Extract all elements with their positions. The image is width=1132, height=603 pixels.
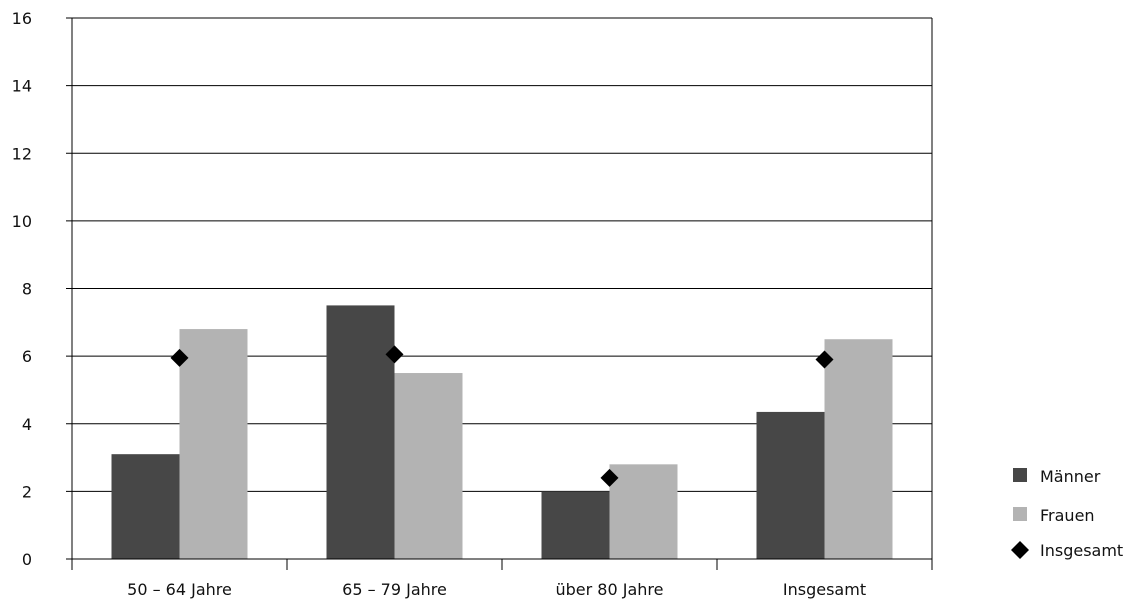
bar-maenner bbox=[756, 411, 825, 559]
x-tick-label: über 80 Jahre bbox=[556, 580, 664, 599]
bars bbox=[111, 305, 893, 559]
y-tick-label: 10 bbox=[12, 212, 32, 231]
bar-frauen bbox=[609, 464, 678, 559]
marker-insgesamt bbox=[385, 345, 404, 364]
y-tick-label: 14 bbox=[12, 77, 32, 96]
legend-swatch-frauen bbox=[1013, 507, 1027, 521]
legend-label-insgesamt: Insgesamt bbox=[1040, 541, 1123, 560]
legend: Männer Frauen Insgesamt bbox=[1011, 467, 1123, 560]
markers bbox=[170, 345, 834, 487]
legend-swatch-maenner bbox=[1013, 468, 1027, 482]
legend-label-maenner: Männer bbox=[1040, 467, 1101, 486]
y-tick-label: 0 bbox=[22, 550, 32, 569]
axes bbox=[66, 17, 933, 570]
bar-frauen bbox=[824, 339, 893, 559]
marker-insgesamt bbox=[815, 350, 834, 369]
y-tick-label: 6 bbox=[22, 347, 32, 366]
x-tick-label: 50 – 64 Jahre bbox=[127, 580, 232, 599]
y-tick-label: 16 bbox=[12, 9, 32, 28]
bar-maenner bbox=[326, 305, 395, 559]
y-tick-label: 8 bbox=[22, 280, 32, 299]
x-tick-labels: 50 – 64 Jahre 65 – 79 Jahre über 80 Jahre I… bbox=[127, 580, 866, 599]
marker-insgesamt bbox=[600, 468, 619, 487]
legend-label-frauen: Frauen bbox=[1040, 506, 1095, 525]
x-tick-label: Insgesamt bbox=[783, 580, 866, 599]
x-tick-label: 65 – 79 Jahre bbox=[342, 580, 447, 599]
y-tick-label: 2 bbox=[22, 482, 32, 501]
y-tick-label: 4 bbox=[22, 415, 32, 434]
bar-frauen bbox=[394, 373, 463, 559]
marker-insgesamt bbox=[170, 348, 189, 367]
legend-marker-insgesamt bbox=[1011, 541, 1029, 559]
bar-maenner bbox=[541, 491, 610, 559]
y-tick-labels: 0 2 4 6 8 10 12 14 16 bbox=[12, 9, 32, 569]
bar-frauen bbox=[179, 329, 248, 559]
bar-maenner bbox=[111, 454, 180, 559]
y-tick-label: 12 bbox=[12, 144, 32, 163]
